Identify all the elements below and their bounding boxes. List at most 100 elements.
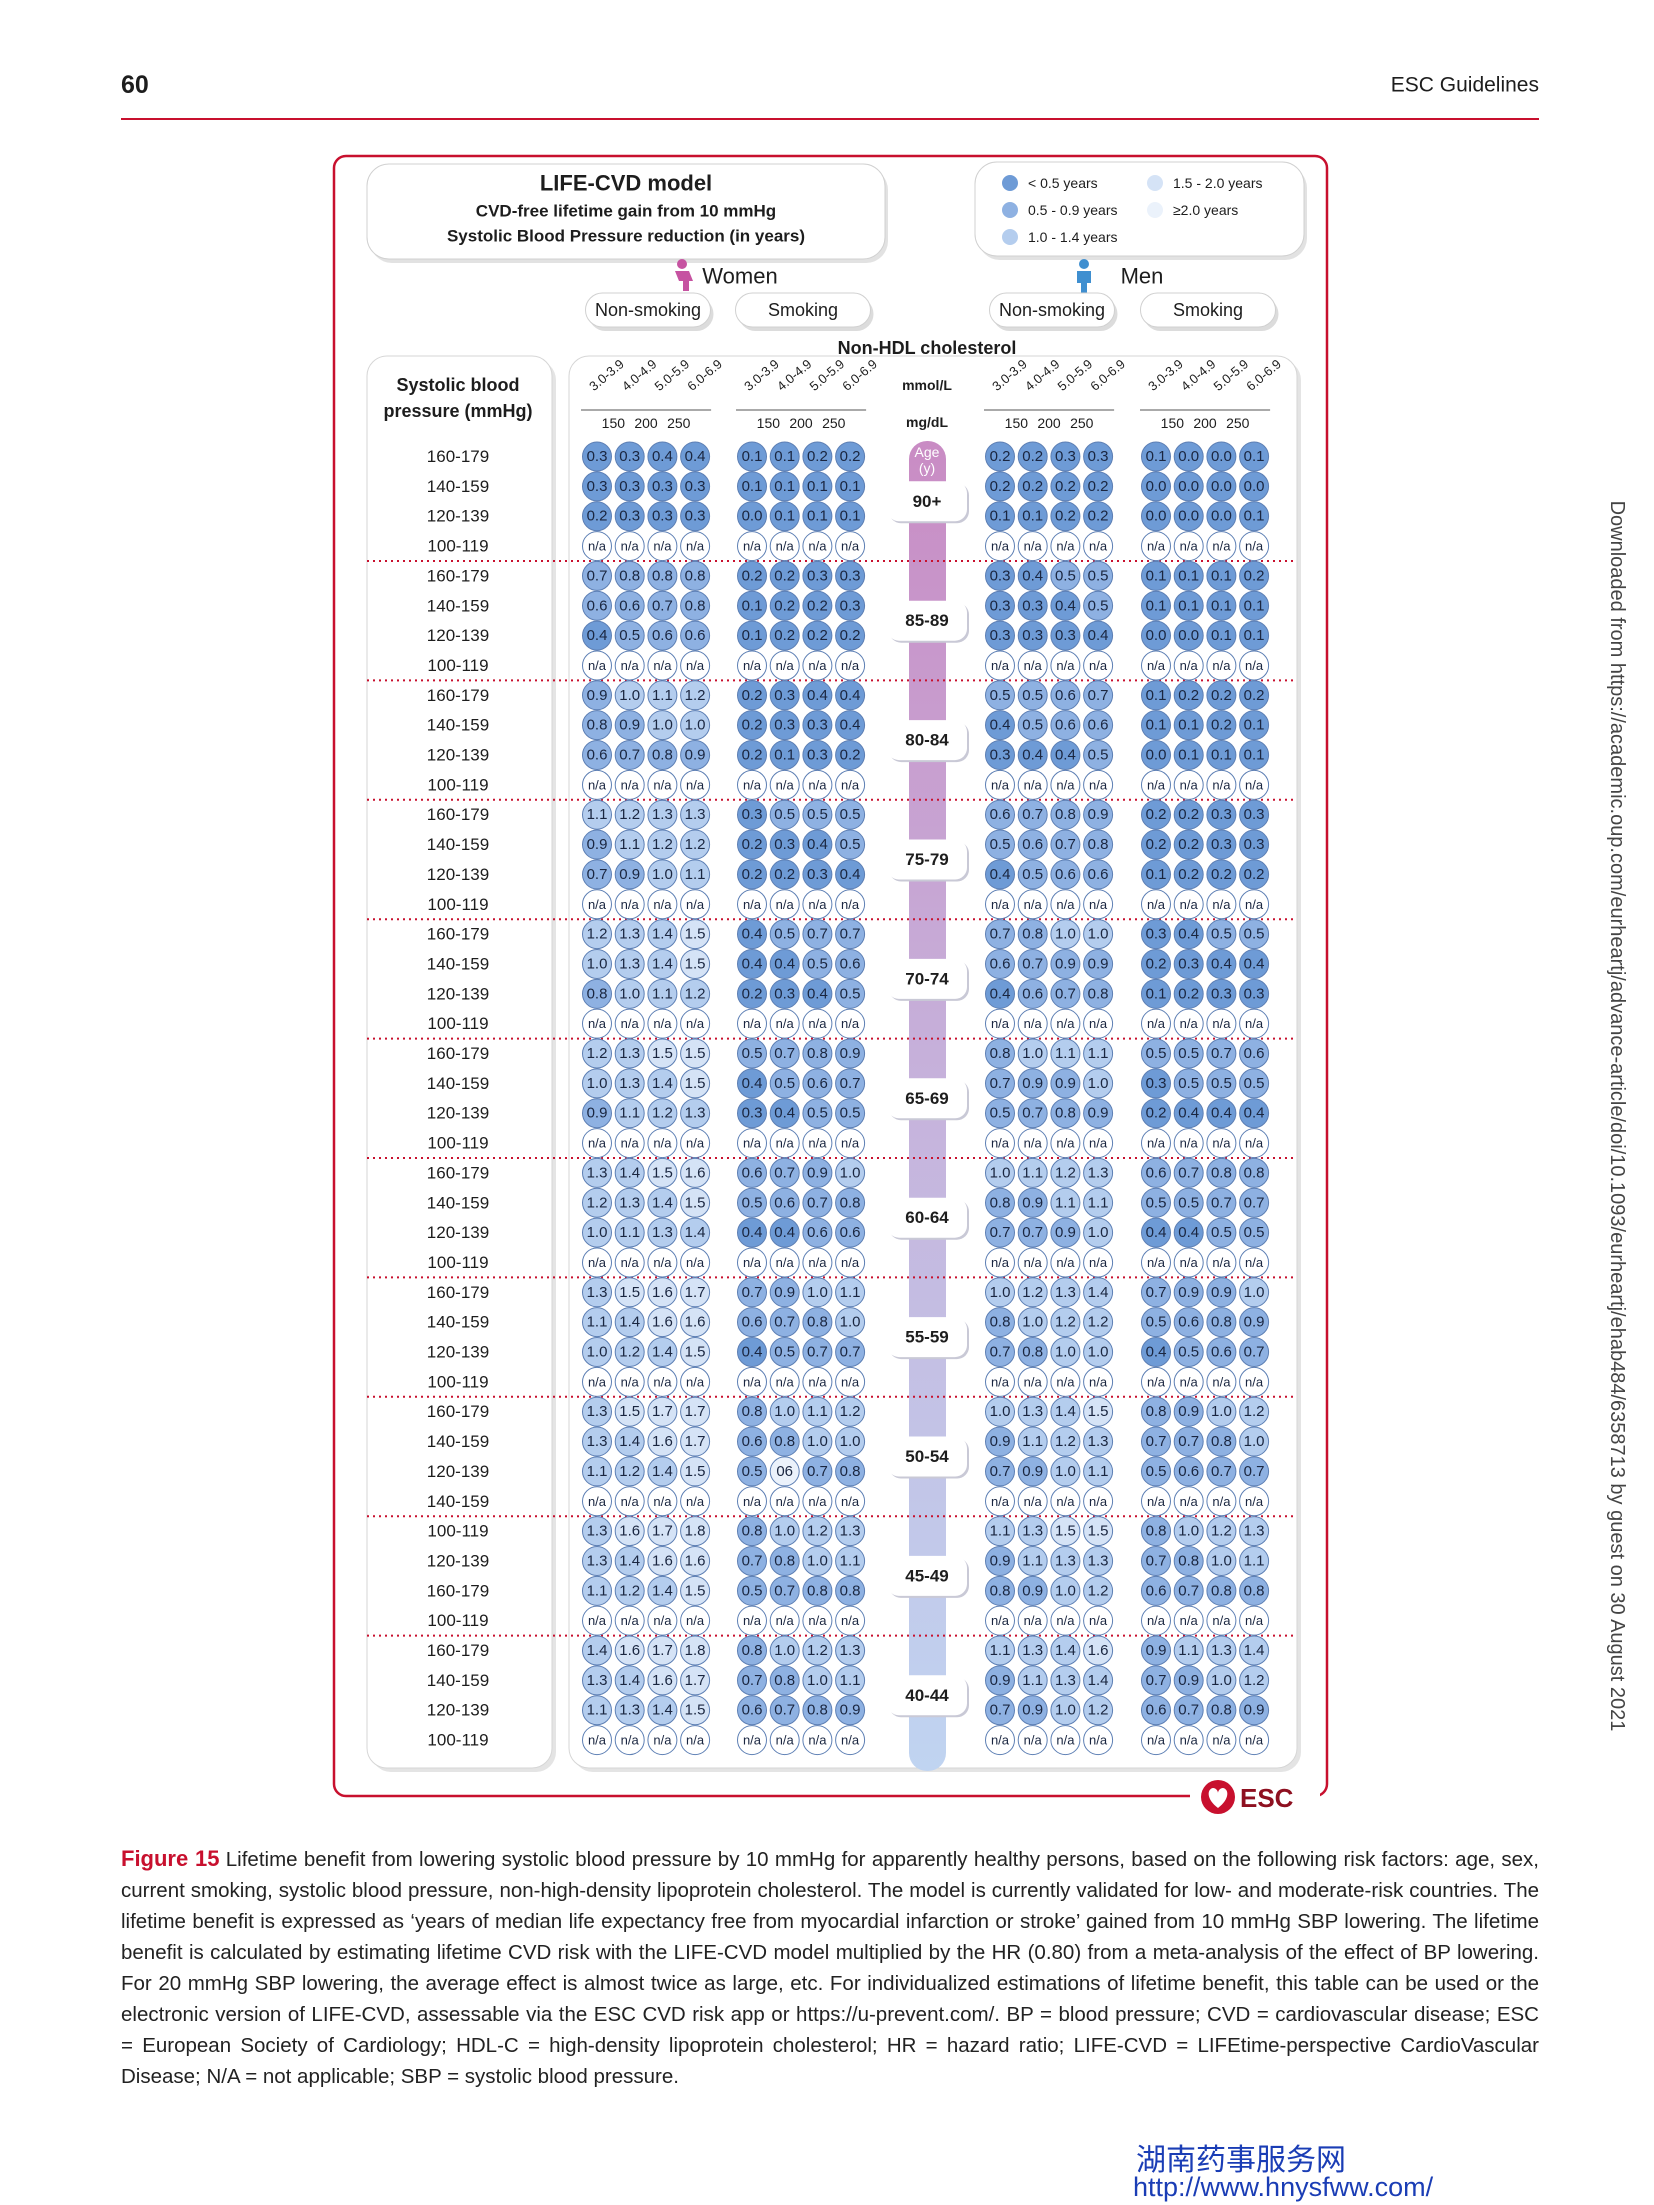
benefit-cell	[737, 560, 767, 591]
benefit-cell	[835, 710, 866, 741]
cell-value: n/a	[841, 1613, 860, 1628]
benefit-cell	[1083, 1635, 1114, 1666]
cell-value: 0.6	[990, 955, 1011, 972]
benefit-cell	[737, 978, 767, 1009]
cell-value: 0.1	[774, 508, 795, 525]
cell-value: 1.0	[1055, 926, 1076, 943]
cell-value: 0.5	[774, 1075, 795, 1092]
cell-value: n/a	[1089, 897, 1108, 912]
cell-value: 0.9	[1022, 1702, 1043, 1719]
na-cell	[1239, 1605, 1270, 1636]
cell-value: 1.3	[1055, 1552, 1076, 1569]
cell-value: 1.5	[1088, 1403, 1109, 1420]
cell-value: n/a	[1024, 1016, 1043, 1031]
na-cell	[1173, 650, 1204, 681]
cell-value: 0.7	[1055, 985, 1076, 1002]
benefit-cell	[835, 1157, 866, 1188]
benefit-cell	[1017, 740, 1048, 771]
cell-value: 1.1	[1088, 1194, 1109, 1211]
na-cell	[614, 1128, 645, 1159]
benefit-cell	[647, 948, 678, 979]
cell-value: 1.6	[619, 1642, 640, 1659]
cell-value: 0.9	[990, 1672, 1011, 1689]
cell-value: 0.9	[990, 1552, 1011, 1569]
cell-value: n/a	[1089, 1374, 1108, 1389]
benefit-cell	[1206, 799, 1237, 830]
na-cell	[1083, 1366, 1114, 1397]
cell-value: 0.4	[1178, 1224, 1199, 1241]
cell-value: 1.0	[774, 1523, 795, 1540]
cell-value: n/a	[776, 658, 795, 673]
cell-value: n/a	[743, 777, 762, 792]
cell-value: n/a	[1089, 1016, 1108, 1031]
benefit-cell	[1050, 859, 1081, 890]
benefit-cell	[985, 590, 1015, 621]
cell-value: 0.7	[840, 1075, 861, 1092]
mgdl-tick-label: 200	[789, 415, 813, 431]
benefit-cell	[1141, 710, 1171, 741]
sbp-row-label: 140-159	[427, 716, 489, 735]
benefit-cell	[769, 1307, 800, 1338]
cell-value: 1.0	[1055, 1582, 1076, 1599]
benefit-cell	[985, 1516, 1015, 1547]
cell-value: 0.7	[990, 926, 1011, 943]
cell-value: 1.3	[587, 1433, 608, 1450]
cell-value: 0.4	[990, 866, 1011, 883]
na-cell	[582, 1366, 612, 1397]
cell-value: 0.8	[990, 1194, 1011, 1211]
legend-label: < 0.5 years	[1028, 175, 1098, 191]
cell-value: 0.4	[742, 926, 763, 943]
benefit-cell	[1173, 441, 1204, 472]
sbp-row-label: 100-119	[427, 1372, 488, 1391]
cell-value: 1.4	[587, 1642, 608, 1659]
benefit-cell	[737, 1038, 767, 1069]
cell-value: n/a	[808, 658, 827, 673]
cell-value: 0.3	[990, 627, 1011, 644]
na-cell	[1173, 1486, 1204, 1517]
cell-value: 1.0	[807, 1672, 828, 1689]
na-cell	[1239, 1247, 1270, 1278]
benefit-cell	[1141, 799, 1171, 830]
benefit-cell	[737, 1695, 767, 1726]
benefit-cell	[680, 1635, 711, 1666]
mgdl-tick-label: 200	[634, 415, 658, 431]
cell-value: 0.3	[619, 478, 640, 495]
group-pill	[989, 292, 1115, 328]
cell-value: n/a	[1089, 1613, 1108, 1628]
cell-value: n/a	[621, 1494, 640, 1509]
na-cell	[582, 1008, 612, 1039]
benefit-cell	[737, 1157, 767, 1188]
cell-value: n/a	[1147, 1136, 1166, 1151]
cell-value: n/a	[1056, 1374, 1075, 1389]
benefit-cell	[1050, 560, 1081, 591]
benefit-cell	[835, 978, 866, 1009]
cell-value: 1.6	[652, 1314, 673, 1331]
cell-value: n/a	[1180, 1613, 1199, 1628]
cell-value: 0.3	[742, 1105, 763, 1122]
cell-value: 1.1	[1088, 1463, 1109, 1480]
cell-value: 1.2	[1055, 1164, 1076, 1181]
benefit-cell	[1239, 680, 1270, 711]
age-pill	[887, 1317, 967, 1358]
cell-value: 1.5	[1088, 1523, 1109, 1540]
cell-value: 0.2	[774, 567, 795, 584]
na-cell	[647, 889, 678, 920]
sbp-row-label: 100-119	[427, 1134, 488, 1153]
benefit-cell	[1083, 1575, 1114, 1606]
benefit-cell	[1017, 1635, 1048, 1666]
benefit-cell	[647, 471, 678, 502]
benefit-cell	[680, 710, 711, 741]
cell-value: 0.4	[990, 717, 1011, 734]
benefit-cell	[835, 1695, 866, 1726]
na-cell	[802, 1247, 833, 1278]
cell-value: 0.1	[1211, 567, 1232, 584]
na-cell	[769, 531, 800, 562]
cell-value: 0.6	[1146, 1582, 1167, 1599]
cell-value: 0.2	[1211, 866, 1232, 883]
cell-value: 0.2	[807, 627, 828, 644]
cell-value: n/a	[686, 658, 705, 673]
cell-value: 0.5	[742, 1194, 763, 1211]
benefit-cell	[647, 620, 678, 651]
age-pill	[887, 1675, 967, 1716]
benefit-cell	[614, 829, 645, 860]
